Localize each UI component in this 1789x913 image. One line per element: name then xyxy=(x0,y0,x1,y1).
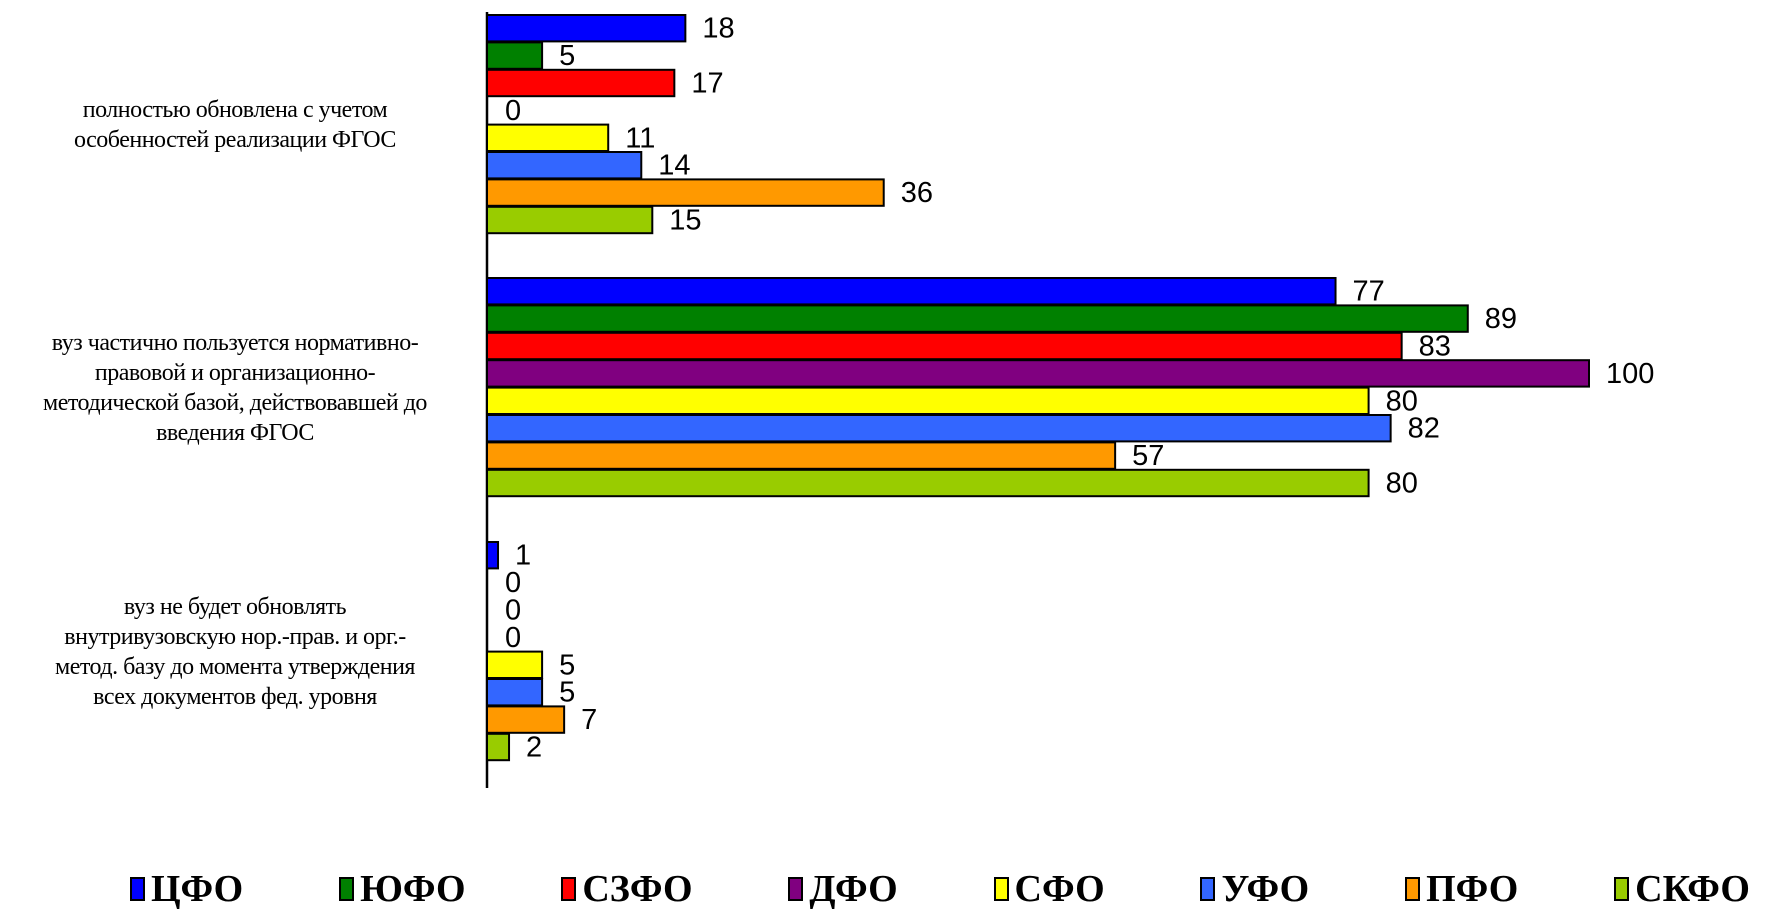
category-label-line: метод. базу до момента утверждения xyxy=(55,653,415,680)
legend-item: ПФО xyxy=(1405,867,1518,911)
legend-label: ПФО xyxy=(1426,868,1519,910)
bar xyxy=(486,541,500,570)
data-label: 5 xyxy=(559,649,575,681)
legend-swatch xyxy=(130,877,145,901)
bar xyxy=(486,68,676,98)
data-label: 36 xyxy=(901,177,933,209)
data-label: 80 xyxy=(1386,385,1418,417)
bar xyxy=(486,705,566,734)
legend-swatch xyxy=(1405,877,1421,901)
data-label: 0 xyxy=(505,595,521,627)
bar xyxy=(486,386,1370,416)
legend-swatch xyxy=(993,877,1009,901)
legend-label: УФО xyxy=(1221,868,1310,910)
bar xyxy=(486,468,1370,498)
category-label-line: особенностей реализации ФГОС xyxy=(74,126,396,153)
bar xyxy=(486,732,511,762)
data-label: 0 xyxy=(505,622,521,654)
data-label: 18 xyxy=(702,13,734,45)
legend-swatch xyxy=(788,877,804,901)
legend-label: ЦФО xyxy=(151,868,244,910)
legend-swatch xyxy=(1200,877,1216,901)
data-label: 2 xyxy=(526,732,542,764)
bar xyxy=(486,41,544,70)
bar xyxy=(486,441,1117,470)
legend-item: СЗФО xyxy=(561,867,693,911)
bar xyxy=(486,14,687,43)
data-label: 89 xyxy=(1485,303,1517,335)
legend-label: СФО xyxy=(1014,868,1105,910)
data-label: 14 xyxy=(658,150,690,182)
data-label: 0 xyxy=(505,95,521,127)
category-label: полностью обновлена с учетом особенностей… xyxy=(10,95,460,155)
bar xyxy=(486,151,643,180)
data-label: 17 xyxy=(691,68,723,100)
bar xyxy=(486,359,1590,388)
legend-swatch xyxy=(339,877,355,901)
legend-label: ЮФО xyxy=(360,868,466,910)
bar xyxy=(486,678,544,707)
data-label: 83 xyxy=(1419,331,1451,363)
category-label-line: всех документов фед. уровня xyxy=(93,683,377,710)
category-label-line: введения ФГОС xyxy=(156,419,314,446)
bar xyxy=(486,331,1403,361)
bar xyxy=(486,414,1392,443)
legend-item: ЦФО xyxy=(130,867,243,911)
legend-item: ДФО xyxy=(788,867,898,911)
data-label: 1 xyxy=(515,540,531,572)
data-label: 57 xyxy=(1132,440,1164,472)
legend-label: ДФО xyxy=(809,868,898,910)
legend: ЦФО ЮФО СЗФО ДФО СФО УФО ПФО СКФО xyxy=(130,866,1750,912)
bar xyxy=(486,277,1337,306)
bar xyxy=(486,650,544,679)
data-label: 80 xyxy=(1386,468,1418,500)
legend-item: ЮФО xyxy=(339,867,466,911)
legend-item: СФО xyxy=(993,867,1105,911)
category-label: вуз не будет обновлять внутривузовскую но… xyxy=(10,592,460,712)
legend-label: СКФО xyxy=(1635,868,1750,910)
legend-label: СЗФО xyxy=(582,868,693,910)
category-label-line: вуз частично пользуется нормативно- xyxy=(51,329,419,356)
category-label-line: внутривузовскую нор.-прав. и орг.- xyxy=(64,623,406,650)
bar xyxy=(486,304,1469,333)
data-label: 0 xyxy=(505,567,521,599)
category-label-line: методической базой, действовавшей до xyxy=(43,389,427,416)
bar xyxy=(486,123,610,152)
category-label-line: полностью обновлена с учетом xyxy=(82,96,388,123)
bar xyxy=(486,205,654,235)
data-label: 11 xyxy=(625,122,655,154)
data-label: 77 xyxy=(1353,276,1385,308)
legend-swatch xyxy=(561,877,577,901)
bar xyxy=(486,178,885,207)
category-label-line: правовой и организационно- xyxy=(94,359,376,386)
legend-swatch xyxy=(1614,877,1630,901)
legend-item: СКФО xyxy=(1614,867,1750,911)
data-label: 15 xyxy=(669,205,701,237)
data-label: 100 xyxy=(1606,358,1654,390)
category-label-line: вуз не будет обновлять xyxy=(123,593,347,620)
category-label: вуз частично пользуется нормативно-право… xyxy=(10,328,460,448)
data-label: 5 xyxy=(559,40,575,72)
data-label: 5 xyxy=(559,677,575,709)
data-label: 7 xyxy=(581,704,597,736)
data-label: 82 xyxy=(1408,413,1440,445)
legend-item: УФО xyxy=(1200,867,1309,911)
